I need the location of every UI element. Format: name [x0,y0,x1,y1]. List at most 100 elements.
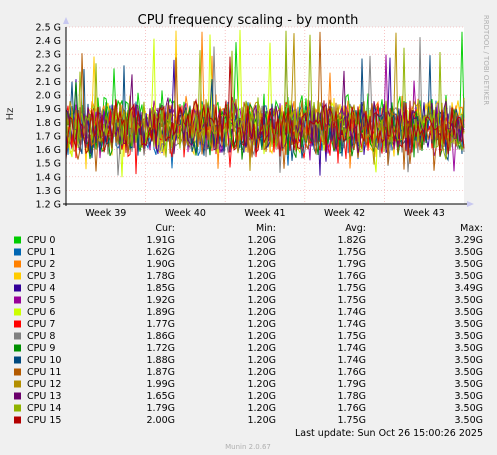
legend-min-value: 1.20G [247,343,276,354]
legend-swatch [14,320,21,328]
legend-cur-value: 1.65G [146,391,175,402]
legend-swatch [14,248,21,256]
legend-min-value: 1.20G [247,379,276,390]
legend-max-value: 3.50G [454,247,483,258]
legend-min-value: 1.20G [247,271,276,282]
y-tick-label: 2.3 G [36,50,62,61]
legend-min-value: 1.20G [247,235,276,246]
legend-series-name: CPU 0 [27,235,55,246]
legend-max-value: 3.50G [454,415,483,426]
legend-min-value: 1.20G [247,415,276,426]
legend-series-name: CPU 10 [27,355,61,366]
y-tick-label: 2.1 G [36,77,62,88]
y-tick-label: 1.8 G [36,118,62,129]
legend-series-name: CPU 1 [27,247,55,258]
y-tick-label: 1.2 G [36,200,62,211]
legend-cur-value: 1.87G [146,367,175,378]
legend-max-value: 3.50G [454,391,483,402]
y-tick-label: 1.4 G [36,172,62,183]
legend-max-value: 3.50G [454,295,483,306]
legend-min-value: 1.20G [247,391,276,402]
legend-swatch [14,260,21,268]
legend-cur-value: 1.78G [146,271,175,282]
y-axis-label: Hz [5,108,16,121]
legend-avg-value: 1.76G [337,403,366,414]
x-tick-label: Week 43 [404,208,445,219]
legend-swatch [14,356,21,364]
x-tick-label: Week 41 [244,208,285,219]
legend-cur-value: 1.72G [146,343,175,354]
legend-cur-value: 1.91G [146,235,175,246]
legend-max-value: 3.50G [454,343,483,354]
legend-max-value: 3.50G [454,271,483,282]
legend-swatch [14,296,21,304]
legend-header-max: Max: [460,223,483,234]
legend-avg-value: 1.74G [337,319,366,330]
legend-swatch [14,284,21,292]
legend-max-value: 3.50G [454,355,483,366]
y-tick-label: 2.4 G [36,36,62,47]
legend-avg-value: 1.79G [337,259,366,270]
legend-series-name: CPU 6 [27,307,55,318]
legend-series-name: CPU 13 [27,391,61,402]
series-lines [65,29,465,178]
legend-swatch [14,380,21,388]
series-line [65,30,465,160]
legend-min-value: 1.20G [247,367,276,378]
legend-header-min: Min: [256,223,276,234]
legend: Cur: Min: Avg: Max: CPU 0 1.91G 1.20G 1.82G… [14,223,483,426]
legend-avg-value: 1.74G [337,355,366,366]
legend-cur-value: 1.99G [146,379,175,390]
legend-series-name: CPU 9 [27,343,55,354]
legend-avg-value: 1.75G [337,415,366,426]
legend-series-name: CPU 7 [27,319,55,330]
legend-cur-value: 1.77G [146,319,175,330]
legend-avg-value: 1.78G [337,391,366,402]
legend-min-value: 1.20G [247,247,276,258]
legend-max-value: 3.50G [454,367,483,378]
legend-min-value: 1.20G [247,331,276,342]
legend-min-value: 1.20G [247,355,276,366]
legend-header-avg: Avg: [345,223,366,234]
legend-series-name: CPU 3 [27,271,55,282]
legend-swatch [14,272,21,280]
legend-cur-value: 1.89G [146,307,175,318]
legend-cur-value: 1.62G [146,247,175,258]
x-axis-arrow [467,201,474,207]
y-tick-label: 1.5 G [36,159,62,170]
last-update-text: Last update: Sun Oct 26 15:00:26 2025 [295,428,483,439]
legend-cur-value: 1.88G [146,355,175,366]
y-tick-label: 1.9 G [36,104,62,115]
legend-cur-value: 1.86G [146,331,175,342]
legend-avg-value: 1.76G [337,367,366,378]
series-line [65,56,465,160]
legend-min-value: 1.20G [247,295,276,306]
legend-series-name: CPU 15 [27,415,61,426]
series-line [65,70,465,154]
legend-avg-value: 1.74G [337,307,366,318]
legend-series-name: CPU 5 [27,295,55,306]
y-tick-label: 1.6 G [36,145,62,156]
legend-min-value: 1.20G [247,307,276,318]
legend-cur-value: 1.79G [146,403,175,414]
y-tick-label: 1.7 G [36,131,62,142]
legend-swatch [14,392,21,400]
legend-series-name: CPU 2 [27,259,55,270]
x-tick-labels: Week 39 Week 40 Week 41 Week 42 Week 43 [85,208,445,219]
series-line [65,31,465,172]
legend-cur-value: 2.00G [146,415,175,426]
legend-swatch [14,344,21,352]
legend-max-value: 3.50G [454,379,483,390]
legend-avg-value: 1.75G [337,283,366,294]
legend-cur-value: 1.90G [146,259,175,270]
y-axis-arrow [63,17,69,24]
legend-max-value: 3.50G [454,319,483,330]
y-tick-label: 2.2 G [36,63,62,74]
legend-min-value: 1.20G [247,283,276,294]
x-tick-label: Week 40 [165,208,206,219]
legend-avg-value: 1.76G [337,271,366,282]
legend-avg-value: 1.82G [337,235,366,246]
y-tick-label: 2.0 G [36,91,62,102]
legend-header-cur: Cur: [155,223,175,234]
legend-swatch [14,368,21,376]
